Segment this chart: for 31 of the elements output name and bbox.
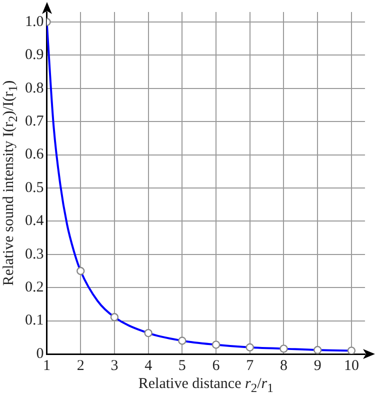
x-tick-label: 2 bbox=[76, 358, 84, 374]
point bbox=[76, 266, 85, 276]
y-tick-label: 0.4 bbox=[25, 213, 44, 230]
x-axis-title: Relative distance r$_{2}$/r$_{1}$ bbox=[138, 376, 274, 396]
y-tick-label: 0.8 bbox=[25, 80, 44, 96]
y-tick-label: 0.5 bbox=[25, 180, 44, 196]
x-tick-label: 1 bbox=[43, 358, 50, 374]
x-tick-label: 3 bbox=[110, 358, 118, 374]
y-tick-label: 0.3 bbox=[25, 246, 44, 262]
y-tick-label: 0.2 bbox=[25, 280, 44, 296]
x-tick-label: 9 bbox=[314, 358, 322, 374]
point bbox=[110, 313, 119, 322]
x-tick-label: 10 bbox=[344, 358, 359, 374]
point bbox=[347, 346, 356, 354]
x-tick-label: 7 bbox=[246, 358, 254, 374]
point bbox=[246, 343, 254, 352]
x-tick-label: 4 bbox=[144, 358, 153, 374]
x-tick-label: 8 bbox=[280, 358, 288, 374]
point bbox=[280, 344, 288, 353]
y-tick-label: 0 bbox=[36, 346, 44, 362]
point bbox=[314, 346, 322, 354]
y-tick-label: 0.6 bbox=[25, 146, 44, 163]
y-tick-label: 0.1 bbox=[25, 312, 44, 329]
x-tick-label: 5 bbox=[178, 358, 186, 374]
point bbox=[212, 340, 220, 349]
x-tick-label: 6 bbox=[212, 358, 220, 374]
y-tick-label: 1.0 bbox=[25, 14, 44, 30]
point bbox=[178, 336, 186, 345]
y-tick-label: 0.9 bbox=[25, 47, 44, 64]
point bbox=[144, 328, 152, 338]
y-tick-label: 0.7 bbox=[25, 114, 44, 130]
